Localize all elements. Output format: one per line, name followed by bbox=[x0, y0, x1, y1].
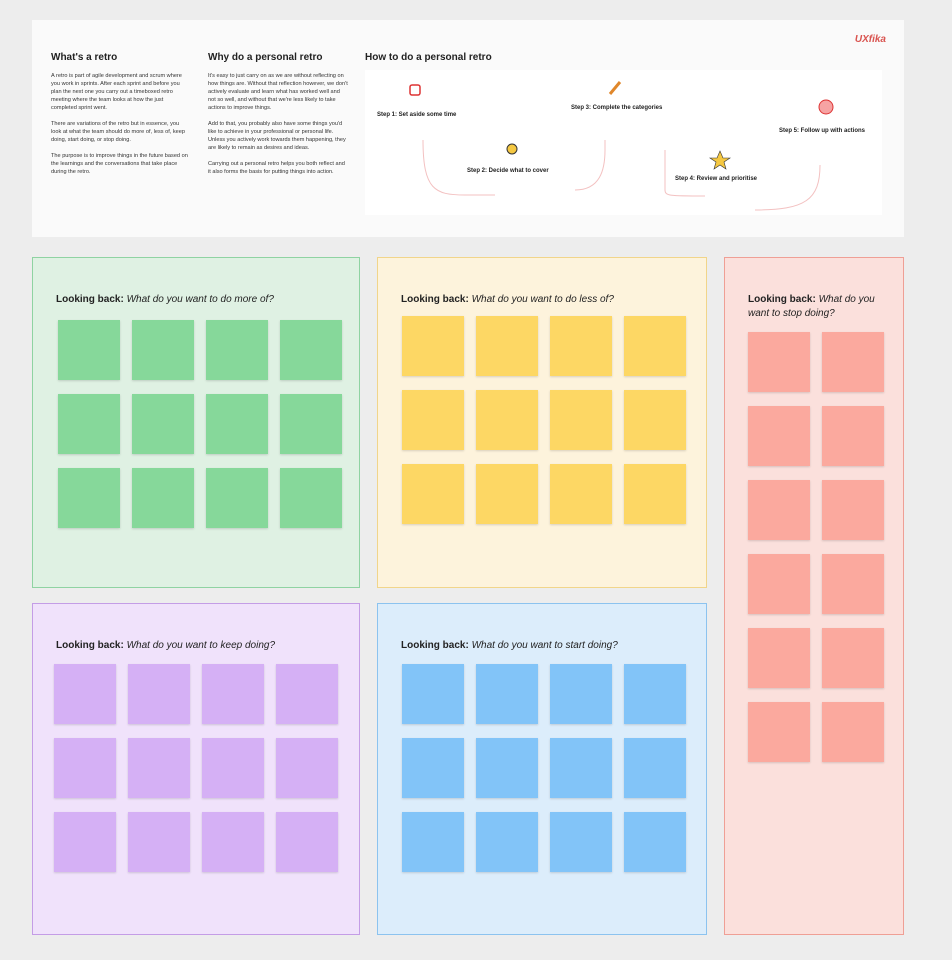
sticky-note bbox=[54, 738, 116, 798]
sticky-note bbox=[822, 628, 884, 688]
sticky-note bbox=[550, 390, 612, 450]
sticky-note bbox=[280, 320, 342, 380]
label: Looking back: bbox=[401, 294, 469, 305]
sticky-note bbox=[402, 464, 464, 524]
sticky-note bbox=[280, 394, 342, 454]
sticky-note bbox=[58, 394, 120, 454]
column: How to do a personal retro bbox=[365, 52, 492, 72]
sticky-note bbox=[624, 390, 686, 450]
sticky-note bbox=[748, 332, 810, 392]
sticky-note bbox=[822, 702, 884, 762]
sticky-note bbox=[624, 664, 686, 724]
sticky-note bbox=[476, 664, 538, 724]
sticky-note bbox=[624, 812, 686, 872]
connectors bbox=[409, 81, 834, 211]
sticky-note bbox=[132, 468, 194, 528]
sticky-note bbox=[54, 664, 116, 724]
step: Step 3: Complete the categories bbox=[571, 105, 663, 111]
panel-title: Looking back: What do you want to keep d… bbox=[56, 639, 316, 653]
sticky-note bbox=[58, 468, 120, 528]
sticky-note bbox=[202, 738, 264, 798]
sticky-note bbox=[206, 468, 268, 528]
sticky-note bbox=[58, 320, 120, 380]
sticky-note bbox=[402, 316, 464, 376]
logo: UXfika bbox=[854, 34, 886, 45]
sticky-note bbox=[550, 664, 612, 724]
sticky-note bbox=[132, 320, 194, 380]
column-title: What's a retro bbox=[51, 52, 118, 63]
question: What do you want to stop doing? bbox=[748, 294, 875, 319]
sticky-note bbox=[748, 702, 810, 762]
sticky-note bbox=[280, 468, 342, 528]
paragraph: A retro is part of agile development and… bbox=[51, 73, 182, 111]
sticky-note bbox=[206, 394, 268, 454]
question: What do you want to keep doing? bbox=[123, 640, 276, 651]
info-panel: UXfika What's a retro A retro is part of… bbox=[32, 20, 904, 237]
paragraph: There are variations of the retro but in… bbox=[51, 121, 186, 143]
panel-title: Looking back: What do you want to do mor… bbox=[56, 293, 316, 307]
steps-diagram: Step 1: Set aside some time Step 2: Deci… bbox=[365, 70, 882, 215]
sticky-note bbox=[550, 738, 612, 798]
panel-title: Looking back: What do you want to do les… bbox=[401, 293, 661, 307]
sticky-note bbox=[822, 406, 884, 466]
column-title: How to do a personal retro bbox=[365, 52, 492, 63]
column-title: Why do a personal retro bbox=[208, 52, 323, 63]
sticky-note bbox=[748, 480, 810, 540]
step: Step 5: Follow up with actions bbox=[779, 128, 866, 134]
sticky-note bbox=[402, 812, 464, 872]
sticky-note bbox=[550, 316, 612, 376]
sticky-note bbox=[748, 406, 810, 466]
question: What do you want to do more of? bbox=[123, 294, 274, 305]
sticky-note bbox=[476, 464, 538, 524]
sticky-note bbox=[822, 480, 884, 540]
sticky-note bbox=[206, 320, 268, 380]
panel-title: Looking back: What do you want to start … bbox=[401, 639, 661, 653]
paragraph: The purpose is to improve things in the … bbox=[51, 153, 188, 175]
sticky-note bbox=[402, 390, 464, 450]
sticky-note bbox=[276, 812, 338, 872]
label: Looking back: bbox=[56, 294, 124, 305]
label: Looking back: bbox=[401, 640, 469, 651]
sticky-note bbox=[276, 738, 338, 798]
label: Looking back: bbox=[56, 640, 124, 651]
label: Looking back: bbox=[748, 294, 816, 305]
step: Step 2: Decide what to cover bbox=[467, 168, 549, 174]
sticky-note bbox=[624, 316, 686, 376]
sticky-note bbox=[476, 812, 538, 872]
paragraph: Carrying out a personal retro helps you … bbox=[208, 161, 345, 175]
step: Step 1: Set aside some time bbox=[377, 112, 457, 118]
sticky-note bbox=[128, 812, 190, 872]
sticky-note bbox=[402, 664, 464, 724]
question: What do you want to start doing? bbox=[468, 640, 618, 651]
step: Step 4: Review and prioritise bbox=[675, 176, 758, 182]
paragraph: Add to that, you probably also have some… bbox=[208, 121, 346, 151]
sticky-note bbox=[748, 554, 810, 614]
sticky-note bbox=[128, 664, 190, 724]
column: Why do a personal retro It's easy to jus… bbox=[208, 52, 348, 184]
sticky-note bbox=[822, 554, 884, 614]
column: What's a retro A retro is part of agile … bbox=[51, 52, 189, 184]
sticky-note bbox=[476, 390, 538, 450]
sticky-note bbox=[550, 812, 612, 872]
sticky-note bbox=[402, 738, 464, 798]
sticky-note bbox=[624, 464, 686, 524]
sticky-note bbox=[550, 464, 612, 524]
sticky-note bbox=[132, 394, 194, 454]
paragraph: It's easy to just carry on as we are wit… bbox=[208, 73, 348, 111]
sticky-note bbox=[276, 664, 338, 724]
sticky-note bbox=[476, 316, 538, 376]
sticky-note bbox=[748, 628, 810, 688]
sticky-note bbox=[128, 738, 190, 798]
sticky-note bbox=[54, 812, 116, 872]
sticky-note bbox=[822, 332, 884, 392]
sticky-note bbox=[202, 812, 264, 872]
sticky-note bbox=[202, 664, 264, 724]
panel-title: Looking back: What do you want to stop d… bbox=[748, 293, 888, 321]
sticky-note bbox=[476, 738, 538, 798]
question: What do you want to do less of? bbox=[468, 294, 614, 305]
sticky-note bbox=[624, 738, 686, 798]
